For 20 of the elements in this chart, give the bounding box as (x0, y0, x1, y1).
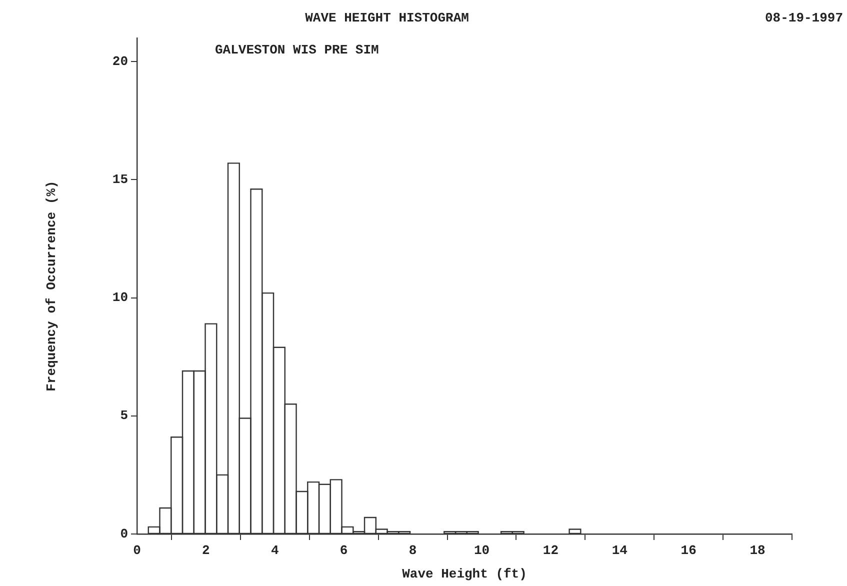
text: 08-19-1997 (764, 10, 843, 26)
x-tick-label: 8 (408, 543, 417, 558)
x-tick-label: 4 (270, 543, 279, 558)
x-tick-label: 6 (340, 543, 348, 558)
x-tick-label: 12 (542, 543, 559, 558)
x-tick-label: 14 (612, 543, 628, 558)
x-tick-label: 0 (133, 543, 142, 558)
x-tick-label: 16 (680, 543, 697, 558)
x-tick-label: 10 (474, 543, 490, 558)
x-axis-title: Wave Height (ft) (402, 566, 527, 582)
x-tick-label: 18 (750, 543, 766, 558)
y-tick-label: 5 (120, 408, 128, 424)
y-axis-title: Frequency of Occurrence (%) (44, 180, 60, 392)
y-tick-label: 10 (112, 290, 128, 306)
x-tick-label: 2 (202, 543, 210, 558)
y-tick-label: 0 (120, 526, 128, 542)
y-tick-label: 15 (112, 172, 128, 187)
y-tick-label: 20 (112, 54, 128, 69)
chart-subtitle: GALVESTON WIS PRE SIM (215, 42, 380, 58)
chart-title: WAVE HEIGHT HISTOGRAM (305, 10, 470, 26)
